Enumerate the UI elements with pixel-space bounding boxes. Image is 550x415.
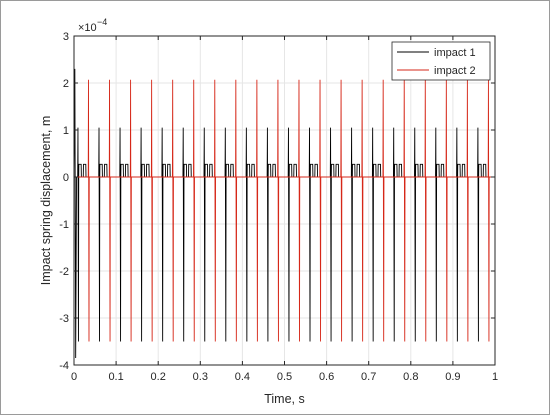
y-exponent-power: −4: [97, 17, 107, 27]
y-tick-label: 3: [63, 31, 69, 43]
x-tick-label: 1: [492, 371, 498, 383]
y-tick-label: 1: [63, 125, 69, 137]
y-axis-label: Impact spring displacement, m: [39, 116, 53, 286]
x-tick-label: 0.5: [277, 371, 292, 383]
y-tick-label: 2: [63, 78, 69, 90]
legend-label-impact-2: impact 2: [434, 65, 476, 77]
x-tick-label: 0.3: [193, 371, 208, 383]
y-tick-label: -1: [59, 219, 69, 231]
x-tick-label: 0: [71, 371, 77, 383]
series-lines: [73, 68, 495, 358]
legend-label-impact-1: impact 1: [434, 47, 476, 59]
series-line-impact-2: [74, 79, 495, 342]
x-tick-label: 0.4: [235, 371, 250, 383]
x-tick-label: 0.7: [361, 371, 376, 383]
x-tick-label: 0.9: [445, 371, 460, 383]
x-axis-label: Time, s: [264, 392, 305, 406]
x-tick-label: 0.1: [108, 371, 123, 383]
x-tick-label: 0.2: [151, 371, 166, 383]
legend: impact 1 impact 2: [391, 41, 491, 81]
x-tick-label: 0.8: [403, 371, 418, 383]
y-exponent-base: ×10: [78, 22, 97, 34]
y-tick-label: 0: [63, 172, 69, 184]
y-tick-label: -2: [59, 266, 69, 278]
y-tick-label: -4: [59, 360, 69, 372]
axis-ticks: 0 0.1 0.2 0.3 0.4 0.5 0.6 0.7 0.8 0.9 1 -4 -3 -2 -1 0 1 2…: [59, 31, 498, 383]
x-tick-label: 0.6: [319, 371, 334, 383]
y-tick-label: -3: [59, 313, 69, 325]
legend-box: [391, 41, 491, 81]
